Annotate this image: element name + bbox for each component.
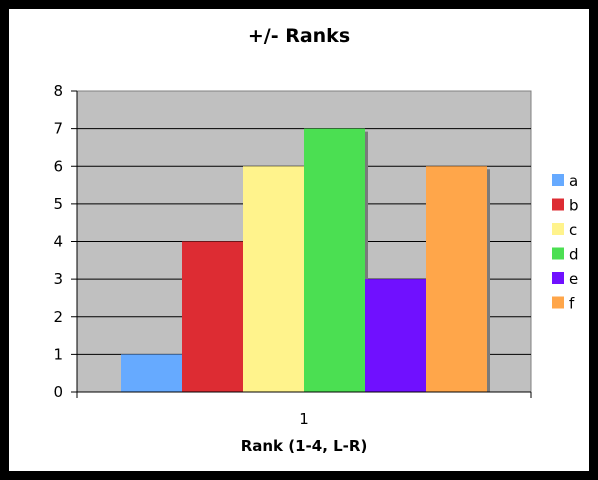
- legend-swatch-c: [552, 223, 564, 235]
- y-tick-label: 8: [53, 82, 63, 100]
- y-tick-label: 0: [53, 383, 63, 401]
- bars: [121, 128, 490, 392]
- y-axis: 0 1 2 3 4 5 6 7 8: [53, 82, 78, 401]
- y-tick-label: 4: [53, 233, 63, 251]
- y-tick-label: 5: [53, 195, 63, 213]
- legend-label-a: a: [569, 172, 578, 190]
- y-tick-label: 1: [53, 345, 63, 363]
- y-tick-label: 3: [53, 270, 63, 288]
- x-axis-title: Rank (1-4, L-R): [241, 437, 368, 455]
- legend-label-d: d: [569, 246, 579, 264]
- legend-label-b: b: [569, 197, 579, 215]
- legend-swatch-b: [552, 198, 564, 211]
- bar-b: [182, 241, 243, 392]
- x-axis: 1: [76, 391, 532, 428]
- bar-f: [426, 166, 487, 392]
- legend-swatch-d: [552, 247, 564, 260]
- legend-swatch-a: [552, 174, 564, 186]
- legend-label-c: c: [569, 221, 577, 239]
- legend-swatch-e: [552, 272, 564, 284]
- y-tick-label: 7: [53, 120, 63, 138]
- legend-label-f: f: [569, 295, 575, 313]
- bar-c: [243, 166, 304, 392]
- legend-swatch-f: [552, 296, 564, 309]
- chart-title: +/- Ranks: [248, 25, 350, 47]
- legend-label-e: e: [569, 270, 578, 288]
- y-tick-label: 6: [53, 157, 63, 175]
- x-tick-label: 1: [299, 410, 309, 428]
- y-tick-label: 2: [53, 308, 63, 326]
- bar-e: [365, 279, 426, 392]
- bar-chart: +/- Ranks 0 1 2 3 4 5 6 7 8 1 Rank (1-4, L-R) ab…: [53, 25, 579, 455]
- bar-d: [304, 128, 365, 392]
- bar-a: [121, 354, 182, 392]
